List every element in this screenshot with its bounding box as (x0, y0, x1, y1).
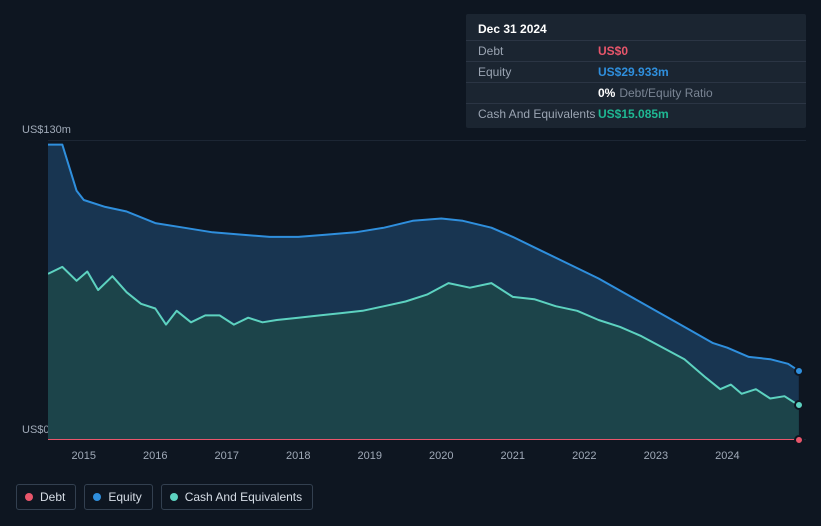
series-end-marker (794, 366, 804, 376)
chart-area[interactable]: US$130m US$0 201520162017201820192020202… (16, 120, 806, 450)
y-axis-max-label: US$130m (22, 124, 71, 136)
legend-item-equity[interactable]: Equity (84, 484, 152, 510)
tooltip-value-debt: US$0 (598, 44, 794, 58)
legend-item-debt[interactable]: Debt (16, 484, 76, 510)
legend-label: Equity (108, 490, 141, 504)
x-tick-label: 2023 (644, 450, 668, 462)
series-end-marker (794, 400, 804, 410)
chart-legend: Debt Equity Cash And Equivalents (16, 484, 313, 510)
tooltip-label: Cash And Equivalents (478, 107, 598, 121)
tooltip-date: Dec 31 2024 (466, 18, 806, 40)
legend-label: Debt (40, 490, 65, 504)
x-tick-label: 2016 (143, 450, 167, 462)
x-tick-label: 2024 (715, 450, 739, 462)
x-tick-label: 2020 (429, 450, 453, 462)
ratio-pct: 0% (598, 86, 615, 100)
x-tick-label: 2017 (215, 450, 239, 462)
x-axis-ticks: 2015 2016 2017 2018 2019 2020 2021 2022 2023 2024 (48, 448, 806, 468)
x-tick-label: 2021 (501, 450, 525, 462)
chart-tooltip: Dec 31 2024 Debt US$0 Equity US$29.933m … (466, 14, 806, 128)
tooltip-row-equity: Equity US$29.933m (466, 61, 806, 82)
x-tick-label: 2018 (286, 450, 310, 462)
tooltip-value-cash: US$15.085m (598, 107, 794, 121)
x-tick-label: 2019 (358, 450, 382, 462)
tooltip-label (478, 86, 598, 100)
legend-dot-icon (25, 493, 33, 501)
chart-plot (48, 140, 806, 440)
tooltip-row-debt: Debt US$0 (466, 40, 806, 61)
tooltip-label: Equity (478, 65, 598, 79)
tooltip-value-ratio: 0% Debt/Equity Ratio (598, 86, 794, 100)
legend-dot-icon (93, 493, 101, 501)
ratio-text: Debt/Equity Ratio (619, 86, 712, 100)
tooltip-label: Debt (478, 44, 598, 58)
legend-item-cash[interactable]: Cash And Equivalents (161, 484, 313, 510)
series-end-marker (794, 435, 804, 445)
legend-label: Cash And Equivalents (185, 490, 302, 504)
y-axis-min-label: US$0 (22, 424, 50, 436)
x-tick-label: 2015 (72, 450, 96, 462)
tooltip-value-equity: US$29.933m (598, 65, 794, 79)
legend-dot-icon (170, 493, 178, 501)
tooltip-row-ratio: 0% Debt/Equity Ratio (466, 82, 806, 103)
x-tick-label: 2022 (572, 450, 596, 462)
